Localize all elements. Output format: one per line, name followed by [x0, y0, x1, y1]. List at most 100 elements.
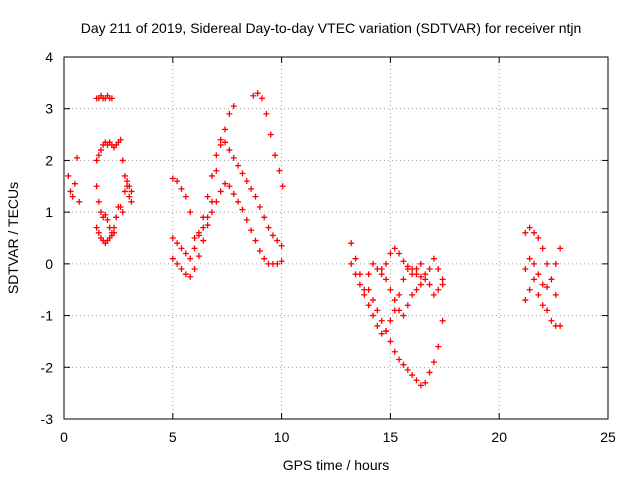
data-point [400, 361, 407, 368]
data-point [121, 188, 128, 195]
data-point [217, 188, 224, 195]
data-point [226, 183, 233, 190]
data-point [178, 245, 185, 252]
data-point [174, 260, 181, 267]
data-point [222, 126, 229, 133]
data-point [435, 266, 442, 273]
y-tick-label: 0 [45, 256, 53, 272]
data-point [539, 245, 546, 252]
data-point [548, 317, 555, 324]
data-point [252, 237, 259, 244]
data-point [117, 203, 124, 210]
data-point [226, 110, 233, 117]
data-point [111, 229, 118, 236]
data-point [248, 185, 255, 192]
data-point [208, 172, 215, 179]
data-point [274, 260, 281, 267]
data-point [404, 302, 411, 309]
data-point [235, 162, 242, 169]
data-point [128, 198, 135, 205]
data-point [204, 193, 211, 200]
x-tick-label: 20 [491, 429, 507, 445]
data-point [378, 330, 385, 337]
x-tick-label: 5 [169, 429, 177, 445]
data-point [235, 198, 242, 205]
data-point [95, 198, 102, 205]
data-point [348, 260, 355, 267]
data-point [378, 317, 385, 324]
y-tick-label: -2 [41, 359, 54, 375]
data-point [522, 297, 529, 304]
data-point [174, 240, 181, 247]
x-tick-label: 25 [600, 429, 616, 445]
data-point [187, 209, 194, 216]
data-point [422, 379, 429, 386]
data-point [426, 281, 433, 288]
data-point [217, 136, 224, 143]
data-point [352, 271, 359, 278]
data-point [400, 276, 407, 283]
data-point [369, 260, 376, 267]
data-point [522, 229, 529, 236]
series-arc-o [378, 245, 424, 278]
data-point [239, 206, 246, 213]
data-point [256, 203, 263, 210]
data-point [169, 235, 176, 241]
data-point [65, 172, 72, 179]
axis-ticks: 0 5 10 15 20 25 -3 -2 -1 0 1 2 3 4 [41, 49, 616, 445]
data-point [365, 302, 372, 309]
series-arc-q [522, 245, 564, 291]
data-point [391, 245, 398, 252]
data-point [535, 271, 542, 278]
data-point [369, 312, 376, 319]
data-point [374, 322, 381, 329]
data-point [365, 286, 372, 293]
data-point [365, 271, 372, 278]
data-point [226, 147, 233, 154]
grid [64, 57, 608, 419]
data-point [254, 90, 261, 97]
series-arc-k [250, 90, 286, 190]
data-point [121, 172, 128, 179]
data-point [243, 216, 250, 223]
data-point [239, 170, 246, 177]
data-point [274, 237, 281, 244]
x-tick-label: 0 [60, 429, 68, 445]
data-point [409, 291, 416, 298]
data-point [548, 276, 555, 283]
data-point [261, 214, 268, 221]
data-point [435, 286, 442, 293]
data-point [422, 276, 429, 283]
data-point [69, 193, 76, 200]
data-point [111, 224, 118, 231]
data-point [117, 136, 124, 143]
data-point [374, 307, 381, 314]
data-point [182, 250, 189, 257]
data-point [417, 260, 424, 267]
data-point [93, 183, 100, 190]
data-point [269, 232, 276, 239]
data-point [557, 245, 564, 252]
data-point [417, 281, 424, 288]
series-arc-a [65, 154, 83, 205]
data-point [552, 291, 559, 298]
data-point [195, 253, 202, 260]
data-point [387, 317, 394, 324]
data-point [526, 255, 533, 262]
data-point [409, 271, 416, 278]
data-point [400, 258, 407, 265]
data-point [243, 178, 250, 185]
data-point [182, 271, 189, 278]
data-point [531, 229, 538, 236]
data-point [182, 193, 189, 200]
series-arc-h [169, 103, 237, 241]
y-tick-label: -1 [41, 308, 54, 324]
series-arc-b [93, 139, 122, 164]
data-point [67, 188, 74, 195]
data-point [261, 255, 268, 262]
data-point [383, 260, 390, 267]
data-point [119, 209, 126, 216]
series-arc-n [365, 286, 446, 389]
data-point [387, 286, 394, 293]
